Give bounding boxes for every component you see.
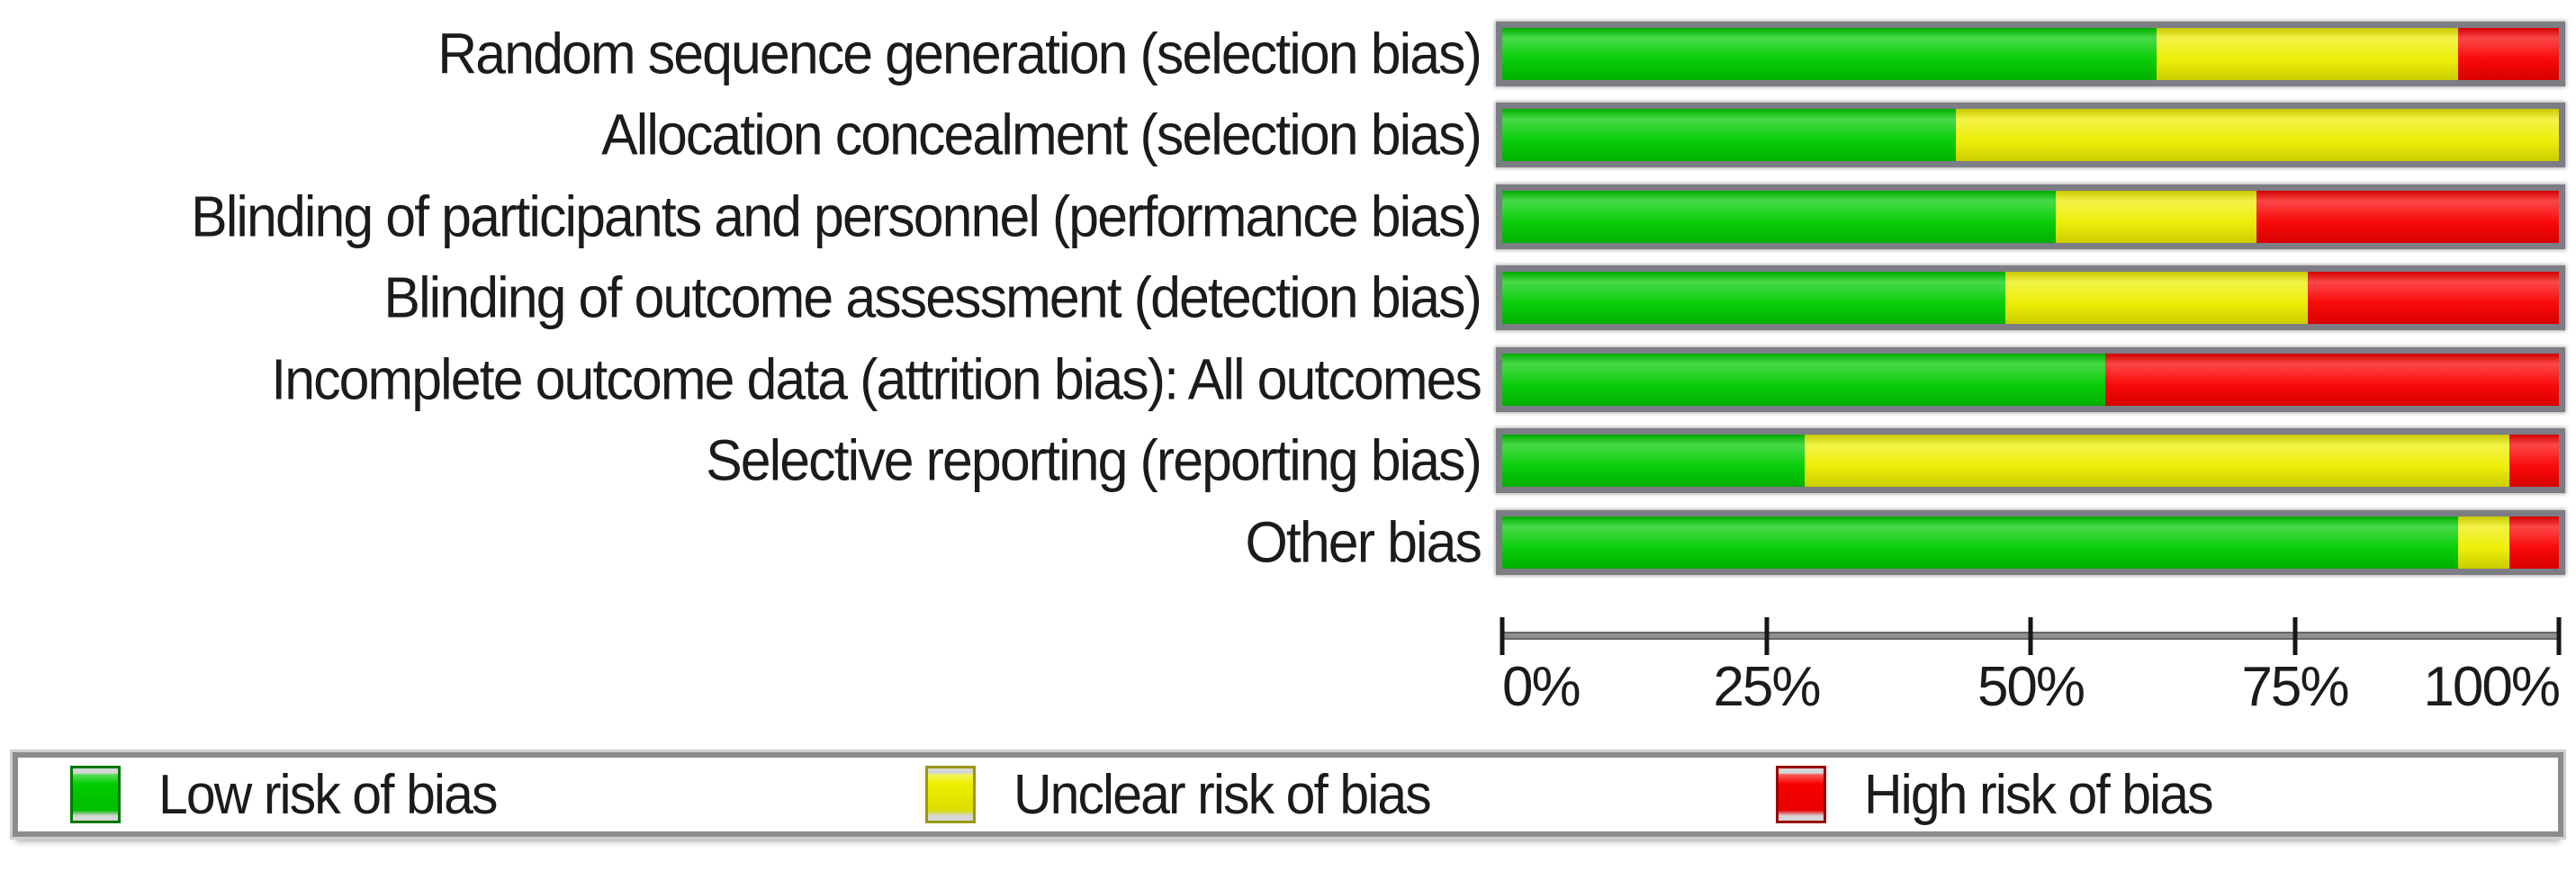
x-axis-tick: [1764, 617, 1769, 655]
low-risk-segment: [1502, 191, 2057, 243]
legend-item-high-risk: High risk of bias: [1776, 758, 2230, 831]
unclear-risk-segment: [1955, 109, 2559, 161]
low-risk-segment: [1502, 435, 1805, 487]
unclear-risk-segment: [2004, 272, 2308, 324]
category-label: Blinding of outcome assessment (detectio…: [383, 265, 1482, 330]
x-axis-tick: [2028, 617, 2033, 655]
x-axis: 0% 25% 50% 75% 100%: [1500, 612, 2562, 729]
high-risk-segment: [2307, 272, 2559, 324]
x-axis-tick-label: 50%: [1977, 656, 2085, 718]
low-risk-segment: [1502, 272, 2005, 324]
x-axis-tick: [2292, 617, 2297, 655]
stacked-bar: [1496, 347, 2565, 412]
legend: Low risk of bias Unclear risk of bias Hi…: [13, 752, 2563, 837]
x-axis-tick-label: 25%: [1713, 656, 1821, 718]
unclear-risk-segment: [2156, 28, 2459, 80]
high-risk-segment: [2458, 28, 2559, 80]
high-risk-swatch: [1776, 766, 1826, 823]
chart-row: Blinding of participants and personnel (…: [0, 184, 2576, 249]
x-axis-tick-label: 0%: [1502, 656, 1581, 718]
chart-row: Incomplete outcome data (attrition bias)…: [0, 347, 2576, 412]
chart-row: Blinding of outcome assessment (detectio…: [0, 265, 2576, 330]
chart-row: Selective reporting (reporting bias): [0, 428, 2576, 493]
high-risk-segment: [2508, 435, 2559, 487]
x-axis-tick-label: 100%: [2423, 656, 2561, 718]
unclear-risk-segment: [1804, 435, 2509, 487]
stacked-bar: [1496, 184, 2565, 249]
x-axis-tick: [1500, 617, 1505, 655]
stacked-bar: [1496, 428, 2565, 493]
category-label: Blinding of participants and personnel (…: [191, 184, 1482, 249]
low-risk-segment: [1502, 354, 2106, 406]
unclear-risk-segment: [2458, 516, 2509, 569]
legend-label: Low risk of bias: [158, 763, 498, 826]
category-label: Random sequence generation (selection bi…: [437, 21, 1482, 86]
stacked-bar: [1496, 510, 2565, 575]
category-label: Allocation concealment (selection bias): [601, 102, 1482, 167]
legend-item-unclear-risk: Unclear risk of bias: [925, 758, 1452, 831]
low-risk-segment: [1502, 516, 2459, 569]
high-risk-segment: [2105, 354, 2559, 406]
low-risk-segment: [1502, 109, 1956, 161]
low-risk-swatch: [70, 766, 121, 823]
low-risk-segment: [1502, 28, 2157, 80]
stacked-bar: [1496, 103, 2565, 167]
stacked-bar: [1496, 22, 2565, 86]
chart-row: Allocation concealment (selection bias): [0, 103, 2576, 167]
x-axis-tick-label: 75%: [2241, 656, 2349, 718]
chart-row: Random sequence generation (selection bi…: [0, 22, 2576, 86]
unclear-risk-swatch: [925, 766, 976, 823]
high-risk-segment: [2508, 516, 2559, 569]
legend-item-low-risk: Low risk of bias: [70, 758, 514, 831]
category-label: Selective reporting (reporting bias): [706, 427, 1482, 493]
legend-label: Unclear risk of bias: [1013, 763, 1432, 826]
x-axis-tick: [2556, 617, 2562, 655]
unclear-risk-segment: [2056, 191, 2257, 243]
chart-row: Other bias: [0, 510, 2576, 575]
category-label: Other bias: [1245, 509, 1482, 575]
legend-label: High risk of bias: [1864, 763, 2214, 826]
high-risk-segment: [2256, 191, 2559, 243]
category-label: Incomplete outcome data (attrition bias)…: [271, 346, 1482, 412]
stacked-bar: [1496, 265, 2565, 330]
